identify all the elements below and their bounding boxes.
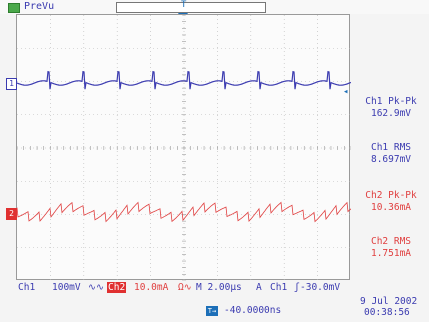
measurement-label: Ch2 RMS — [370, 236, 412, 247]
ch1-trigger-level-icon: ◂ — [343, 87, 349, 97]
run-state-label: PreVu — [24, 1, 55, 12]
ch1-scale: 100mV — [52, 282, 81, 293]
measurement-value: 8.697mV — [370, 154, 412, 165]
trigger-mode: A — [256, 282, 262, 293]
record-length-window — [116, 2, 266, 13]
grid-lines — [17, 15, 351, 281]
trigger-slope-icon: ʃ — [294, 282, 300, 293]
ch1-bandwidth-icon: ∿∿ — [88, 282, 104, 293]
date-stamp: 9 Jul 2002 — [360, 296, 418, 307]
status-bar: PreVu T — [0, 0, 429, 14]
trigger-level: -30.0mV — [300, 282, 341, 293]
ch2-label: Ch2 — [107, 282, 127, 293]
horizontal-position-icon: T→ — [206, 306, 218, 316]
ch2-bandwidth-icon: Ω∿ — [178, 282, 192, 293]
ch2-ground-marker[interactable]: 2 — [6, 208, 17, 220]
measurement-label: Ch2 Pk-Pk — [365, 190, 417, 201]
run-state-icon — [8, 3, 20, 13]
measurement-label: Ch1 RMS — [370, 142, 412, 153]
ch1-label: Ch1 — [18, 282, 36, 293]
measurement-ch1-pkpk: Ch1 Pk-Pk 162.9mV — [354, 96, 428, 120]
measurement-ch2-pkpk: Ch2 Pk-Pk 10.36mA — [354, 190, 428, 214]
measurement-value: 162.9mV — [370, 108, 412, 119]
ch1-waveform — [17, 70, 351, 90]
graticule — [16, 14, 351, 281]
measurement-label: Ch1 Pk-Pk — [365, 96, 417, 107]
graticule-grid — [17, 15, 351, 281]
measurement-value: 1.751mA — [370, 248, 412, 259]
measurement-ch1-rms: Ch1 RMS 8.697mV — [354, 142, 428, 166]
timebase: M 2.00µs — [196, 282, 242, 293]
channel-readout-bar: Ch1 100mV ∿∿ Ch2 10.0mA Ω∿ M 2.00µs A Ch… — [16, 282, 350, 294]
time-stamp: 00:38:56 — [364, 307, 410, 318]
measurement-value: 10.36mA — [370, 202, 412, 213]
horizontal-position-value: -40.0000ns — [224, 305, 282, 316]
ch2-waveform — [17, 201, 351, 223]
measurement-ch2-rms: Ch2 RMS 1.751mA — [354, 236, 428, 260]
trigger-source: Ch1 — [270, 282, 288, 293]
trigger-position-icon: T — [181, 0, 187, 10]
ch1-ground-marker[interactable]: 1 — [6, 78, 17, 90]
ch2-scale: 10.0mA — [134, 282, 169, 293]
